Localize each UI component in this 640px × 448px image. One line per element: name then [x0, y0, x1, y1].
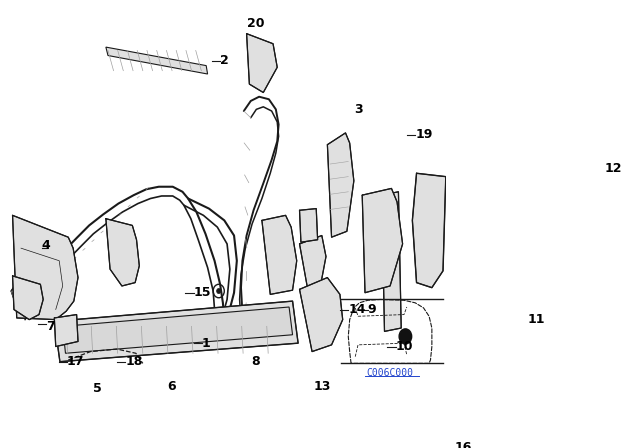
Text: 11: 11 [528, 313, 545, 326]
Polygon shape [11, 249, 43, 303]
Text: 5: 5 [93, 382, 102, 395]
Polygon shape [106, 47, 207, 74]
Polygon shape [300, 236, 326, 290]
Polygon shape [262, 215, 297, 294]
Ellipse shape [399, 329, 412, 344]
Polygon shape [362, 189, 403, 293]
Polygon shape [54, 314, 78, 347]
Polygon shape [13, 276, 43, 319]
Polygon shape [300, 209, 317, 242]
Polygon shape [412, 173, 446, 288]
Text: 20: 20 [246, 17, 264, 30]
Text: 19: 19 [415, 128, 433, 141]
Text: 10: 10 [396, 340, 413, 353]
Text: 9: 9 [368, 303, 376, 316]
Text: 6: 6 [167, 380, 176, 393]
Polygon shape [54, 301, 298, 362]
Text: 1: 1 [202, 337, 211, 350]
Text: 14: 14 [348, 303, 366, 316]
Text: 15: 15 [194, 286, 211, 299]
Text: 2: 2 [220, 54, 229, 67]
Text: 3: 3 [354, 103, 362, 116]
Polygon shape [328, 133, 354, 237]
Text: 18: 18 [125, 355, 143, 368]
Text: 12: 12 [605, 162, 622, 175]
Text: 17: 17 [67, 355, 84, 368]
Polygon shape [381, 192, 401, 332]
Text: 7: 7 [46, 320, 55, 333]
Text: 4: 4 [42, 239, 51, 252]
Polygon shape [246, 34, 277, 93]
Text: 8: 8 [251, 355, 259, 368]
Text: 13: 13 [314, 380, 331, 393]
Ellipse shape [216, 289, 221, 293]
Polygon shape [106, 219, 140, 286]
Polygon shape [63, 307, 292, 353]
Polygon shape [300, 278, 342, 352]
Polygon shape [13, 215, 78, 319]
Text: C006C000: C006C000 [367, 368, 413, 379]
Text: 16: 16 [454, 441, 472, 448]
